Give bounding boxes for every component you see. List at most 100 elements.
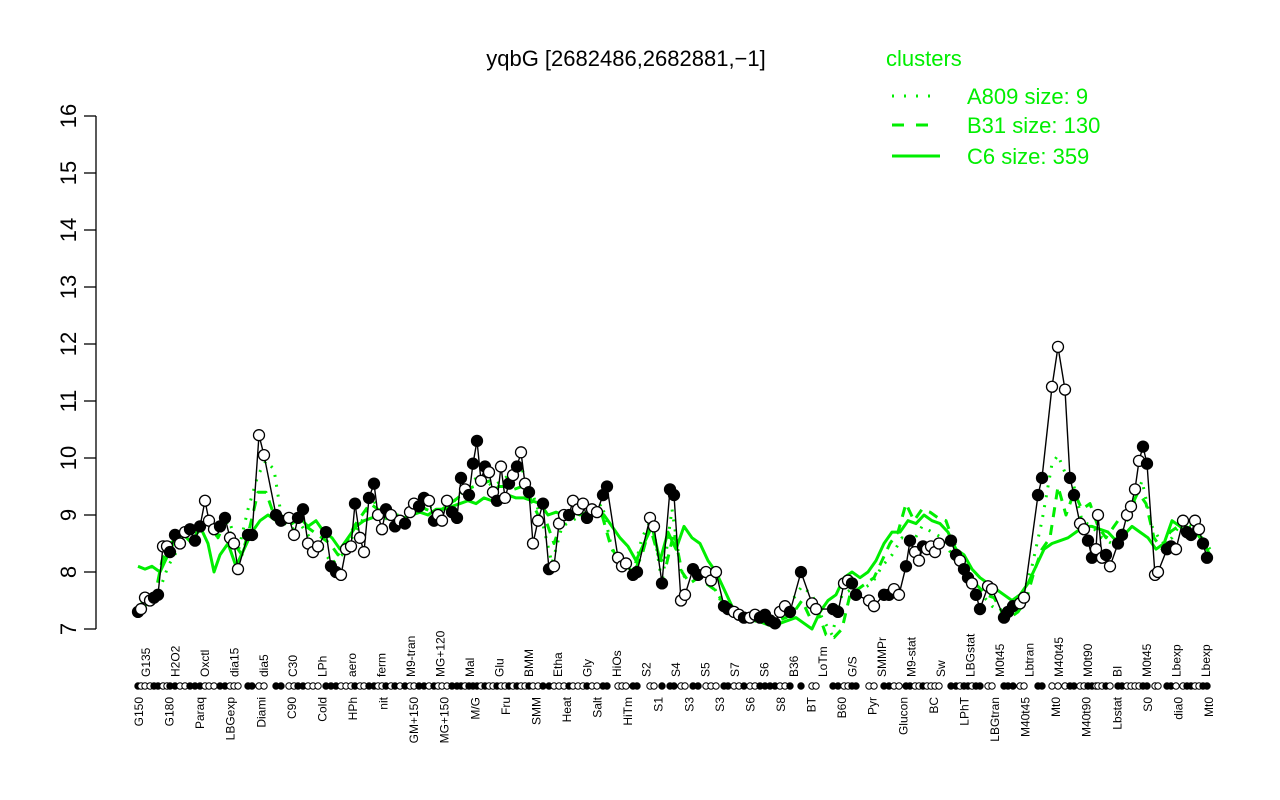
legend-label-c6: C6 size: 359 <box>967 144 1089 169</box>
x-tick-label-bottom: SMM <box>529 697 543 725</box>
data-point <box>454 471 468 485</box>
x-tick-label-top: LBGstat <box>963 633 977 677</box>
data-point <box>344 540 358 553</box>
sample-marker <box>1048 682 1056 690</box>
data-point <box>514 446 528 459</box>
sample-marker <box>234 682 242 690</box>
y-tick-label: 16 <box>56 104 81 128</box>
data-point <box>794 565 808 579</box>
sample-marker <box>1038 682 1046 690</box>
data-point <box>193 520 207 533</box>
sample-marker <box>740 682 748 690</box>
sample-marker <box>593 682 601 690</box>
x-tick-label-top: HiOs <box>610 650 624 677</box>
data-point <box>600 480 614 493</box>
x-tick-label-top: B36 <box>787 655 801 677</box>
x-tick-label-bottom: Cold <box>315 697 329 722</box>
data-point <box>183 523 197 536</box>
sample-marker <box>260 682 268 690</box>
y-tick-label: 11 <box>56 390 81 413</box>
x-tick-label-top: M0t45 <box>1140 643 1154 677</box>
sample-marker <box>786 682 794 690</box>
data-point <box>1200 551 1214 564</box>
data-point <box>944 534 958 547</box>
sample-marker <box>852 682 860 690</box>
y-tick-label: 9 <box>56 509 81 521</box>
legend-label-b31: B31 size: 130 <box>967 113 1100 138</box>
x-tick-label-bottom: S1 <box>652 697 666 712</box>
data-point <box>547 560 561 573</box>
x-tick-label-bottom: LBGtran <box>988 697 1002 742</box>
data-point <box>912 554 926 567</box>
data-point <box>969 588 983 601</box>
legend-title: clusters <box>886 46 962 71</box>
data-point <box>510 460 524 473</box>
x-tick-label-top: S6 <box>757 662 771 677</box>
data-point <box>809 602 823 616</box>
data-point <box>422 494 436 507</box>
data-point <box>1176 514 1190 527</box>
x-tick-label-bottom: S6 <box>743 697 757 712</box>
data-point <box>1058 383 1072 396</box>
x-tick-label-bottom: M40t90 <box>1080 697 1094 737</box>
data-point <box>1035 471 1049 485</box>
data-point <box>1081 534 1095 547</box>
data-point <box>576 497 590 510</box>
data-point <box>1196 537 1210 550</box>
x-tick-label-bottom: C90 <box>285 697 299 719</box>
x-tick-label-top: S4 <box>669 662 683 677</box>
data-point <box>1115 528 1129 542</box>
x-tick-label-bottom: HiTm <box>621 697 635 726</box>
x-tick-label-bottom: S0 <box>1141 697 1155 712</box>
data-point <box>845 577 859 590</box>
data-point <box>1128 483 1142 496</box>
sample-marker <box>870 682 878 690</box>
data-point <box>311 540 325 553</box>
x-tick-label-top: Oxctl <box>198 650 212 677</box>
x-tick-label-top: S7 <box>728 662 742 677</box>
x-tick-label-top: Mal <box>463 658 477 677</box>
data-point <box>134 602 148 616</box>
x-tick-label-top: Lbtran <box>1022 643 1036 677</box>
y-tick-label: 13 <box>56 275 81 299</box>
data-point <box>367 477 381 490</box>
data-point <box>1140 457 1154 470</box>
data-point <box>647 520 661 533</box>
data-point <box>257 448 271 462</box>
data-point <box>482 466 496 479</box>
x-tick-label-top: M40t45 <box>1052 637 1066 677</box>
sample-marker <box>812 682 820 690</box>
x-tick-label-top: BMM <box>522 649 536 677</box>
data-point <box>655 577 669 590</box>
x-tick-label-bottom: HPh <box>346 697 360 720</box>
data-point <box>231 563 245 576</box>
sample-marker <box>650 682 658 690</box>
data-point <box>362 491 376 505</box>
x-tick-label-top: LPh <box>316 656 330 677</box>
data-point <box>353 531 367 544</box>
x-tick-label-top: S2 <box>640 662 654 677</box>
data-point <box>678 588 692 601</box>
data-point <box>1103 560 1117 573</box>
data-point <box>562 508 576 522</box>
sample-marker <box>1172 682 1180 690</box>
x-tick-label-top: LoTm <box>816 646 830 677</box>
x-tick-label-top: S5 <box>698 662 712 677</box>
y-axis: 7 8 9 10 11 12 13 14 15 16 <box>56 104 97 635</box>
data-point <box>768 617 782 630</box>
data-point <box>985 582 999 596</box>
sample-marker <box>797 682 805 690</box>
x-tick-label-top: C30 <box>286 655 300 677</box>
sample-marker <box>681 682 689 690</box>
x-tick-label-top: M0t90 <box>1081 643 1095 677</box>
data-point <box>474 474 488 487</box>
data-point <box>1169 543 1183 556</box>
sample-marker <box>1070 682 1078 690</box>
data-point <box>709 565 723 579</box>
sample-marker <box>248 682 256 690</box>
data-point <box>667 488 681 502</box>
data-point <box>252 429 266 442</box>
sample-marker <box>988 682 996 690</box>
x-tick-label-bottom: Lbstat <box>1110 696 1124 729</box>
